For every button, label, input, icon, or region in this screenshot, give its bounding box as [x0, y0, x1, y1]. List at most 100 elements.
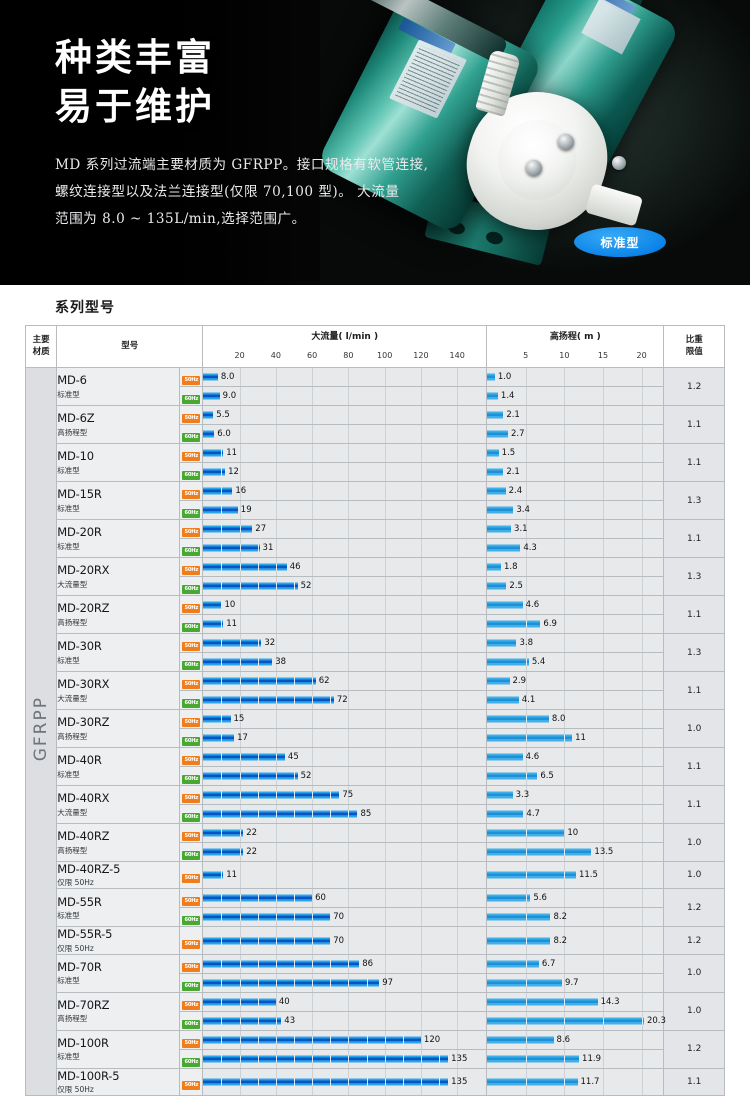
badge-60hz: 60Hz	[182, 1057, 201, 1067]
specific-gravity-value: 1.0	[663, 991, 725, 1031]
bar-value-label: 1.8	[504, 562, 518, 572]
bar-value-label: 38	[275, 657, 287, 667]
badge-50hz: 50Hz	[182, 832, 201, 841]
model-cell[interactable]: MD-40R 标准型	[56, 747, 181, 786]
flow-bar-cell: 60	[202, 888, 488, 909]
value-bar	[487, 753, 523, 761]
specific-gravity-value: 1.1	[663, 405, 725, 444]
head-bar-cell: 9.7	[486, 972, 665, 993]
value-bar	[487, 582, 507, 590]
table-body: GFRPP MD-6 标准型 50Hz 8.0 1.0 1.2 60Hz 9.0 1.4 MD-6Z…	[24, 366, 725, 1096]
model-cell[interactable]: MD-55R-5 仅限 50Hz	[56, 926, 181, 955]
value-bar	[203, 487, 233, 495]
model-subtype: 仅限 50Hz	[57, 943, 94, 953]
bar-value-label: 4.1	[521, 695, 536, 705]
frequency-cell: 60Hz	[179, 907, 204, 928]
value-bar	[487, 791, 513, 799]
model-cell[interactable]: MD-30RZ 高扬程型	[56, 709, 181, 748]
bar-value-label: 19	[240, 505, 252, 515]
flow-bar-cell: 120	[202, 1029, 488, 1050]
bar-value-label: 2.5	[509, 581, 523, 591]
model-cell[interactable]: MD-40RX 大流量型	[56, 785, 181, 824]
head-bar-cell: 3.4	[486, 500, 665, 520]
grid-lines	[203, 444, 486, 462]
model-cell[interactable]: MD-70R 标准型	[56, 953, 181, 993]
model-cell[interactable]: MD-30R 标准型	[56, 633, 181, 672]
model-cell[interactable]: MD-40RZ 高扬程型	[56, 823, 181, 862]
value-bar	[487, 960, 539, 968]
model-subtype: 仅限 50Hz	[57, 1085, 94, 1095]
frequency-cell: 50Hz	[179, 367, 204, 387]
frequency-cell: 60Hz	[179, 1010, 204, 1031]
model-cell[interactable]: MD-100R 标准型	[56, 1029, 181, 1069]
specific-gravity-value: 1.1	[663, 443, 725, 482]
model-cell[interactable]: MD-55R 标准型	[56, 888, 181, 928]
flow-bar-cell: 17	[202, 728, 488, 748]
value-bar	[203, 563, 287, 571]
head-bar-cell: 3.8	[486, 633, 665, 653]
model-cell[interactable]: MD-20R 标准型	[56, 519, 181, 558]
frequency-cell: 50Hz	[179, 481, 204, 501]
model-cell[interactable]: MD-10 标准型	[56, 443, 181, 482]
model-cell[interactable]: MD-20RX 大流量型	[56, 557, 181, 596]
value-bar	[203, 772, 298, 780]
badge-60hz: 60Hz	[182, 981, 201, 991]
value-bar	[203, 582, 298, 590]
bar-value-label: 6.9	[543, 619, 557, 629]
specific-gravity-value: 1.1	[663, 1067, 725, 1096]
model-name: MD-6	[57, 373, 87, 388]
flow-bar-cell: 52	[202, 576, 488, 596]
value-bar	[487, 1055, 580, 1063]
model-cell[interactable]: MD-30RX 大流量型	[56, 671, 181, 710]
bar-value-label: 75	[342, 790, 354, 800]
model-subtype: 标准型	[57, 389, 80, 399]
table-row: MD-6Z 高扬程型 50Hz 5.5 2.1 1.1	[26, 405, 725, 444]
head-bar-cell: 1.5	[486, 443, 665, 463]
badge-50hz: 50Hz	[182, 490, 201, 499]
frequency-cell: 50Hz	[179, 953, 204, 974]
grid-lines	[487, 368, 663, 386]
bar-value-label: 6.5	[540, 771, 554, 781]
bar-value-label: 4.7	[526, 809, 540, 819]
frequency-cell: 50Hz	[179, 671, 204, 691]
casing-bolt	[526, 160, 542, 176]
flow-bar-cell: 72	[202, 690, 488, 710]
model-cell[interactable]: MD-40RZ-5 仅限 50Hz	[56, 860, 181, 890]
frequency-cell: 50Hz	[179, 1067, 204, 1096]
hero-paragraph-line3: 范围为 8.0 ~ 135L/min,选择范围广。	[55, 211, 306, 228]
value-bar	[487, 772, 538, 780]
head-bar-cell: 5.6	[486, 888, 665, 909]
model-cell[interactable]: MD-6 标准型	[56, 367, 181, 406]
flow-bar-cell: 16	[202, 481, 488, 501]
badge-60hz: 60Hz	[182, 433, 201, 442]
table-row: 60Hz 38 5.4	[26, 652, 725, 672]
model-cell[interactable]: MD-6Z 高扬程型	[56, 405, 181, 444]
head-bar-cell: 20.3	[486, 1010, 666, 1031]
specific-gravity-value: 1.2	[663, 1029, 725, 1069]
model-cell[interactable]: MD-20RZ 高扬程型	[56, 595, 181, 634]
flow-bar-cell: 8.0	[202, 367, 488, 387]
model-cell[interactable]: MD-70RZ 高扬程型	[56, 991, 181, 1031]
head-tick-label: 15	[597, 351, 609, 360]
flow-bar-cell: 11	[202, 614, 488, 634]
head-bar-cell: 2.4	[486, 481, 665, 501]
specific-gravity-value: 1.0	[663, 823, 725, 862]
value-bar	[203, 506, 238, 514]
value-bar	[487, 871, 576, 879]
bar-value-label: 2.9	[512, 676, 527, 686]
model-cell[interactable]: MD-15R 标准型	[56, 481, 181, 520]
bar-value-label: 45	[287, 752, 299, 762]
head-bar-cell: 2.1	[486, 462, 665, 482]
flow-bar-cell: 46	[202, 557, 488, 577]
head-bar-cell: 11	[486, 728, 665, 748]
model-cell[interactable]: MD-100R-5 仅限 50Hz	[56, 1067, 181, 1096]
frequency-cell: 50Hz	[179, 709, 204, 729]
bar-value-label: 9.0	[222, 391, 237, 401]
table-row: 60Hz 17 11	[26, 728, 725, 748]
table-row: MD-30RX 大流量型 50Hz 62 2.9 1.1	[26, 671, 725, 710]
frequency-cell: 50Hz	[179, 633, 204, 653]
bar-value-label: 52	[300, 771, 312, 781]
material-label: GFRPP	[31, 696, 52, 762]
head-tick-label: 5	[523, 351, 529, 360]
value-bar	[203, 430, 215, 438]
